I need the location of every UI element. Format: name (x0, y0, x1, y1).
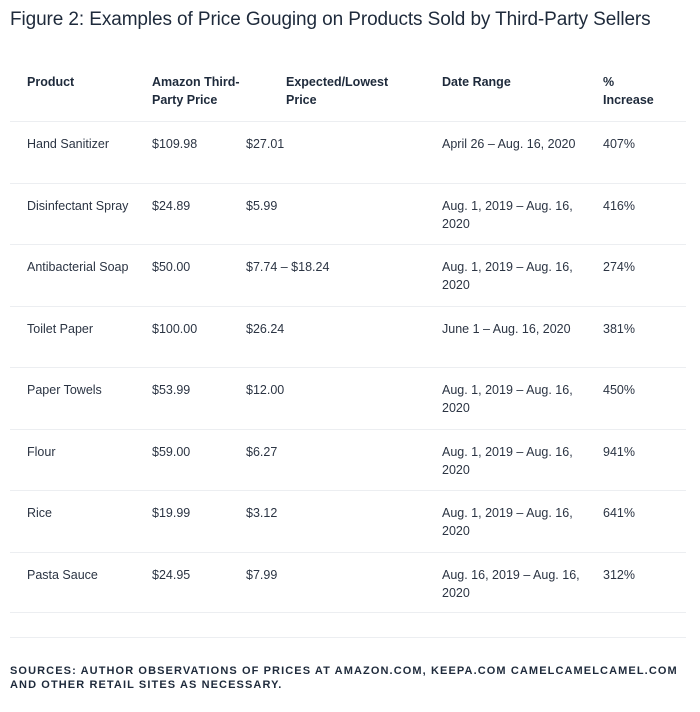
table-row: Rice $19.99 $3.12 Aug. 1, 2019 – Aug. 16… (10, 490, 686, 552)
cell-percent-increase: 381% (603, 321, 635, 336)
cell-date-range: Aug. 1, 2019 – Aug. 16, 2020 (442, 444, 573, 477)
cell-expected-price: $12.00 (246, 383, 285, 397)
cell-amazon-price: $53.99 (152, 383, 191, 397)
table-row: Pasta Sauce $24.95 $7.99 Aug. 16, 2019 –… (10, 551, 686, 614)
table-row: Disinfectant Spray $24.89 $5.99 Aug. 1, … (10, 182, 686, 245)
cell-product: Pasta Sauce (27, 567, 98, 582)
table-row: Hand Sanitizer $109.98 $27.01 April 26 –… (10, 121, 686, 183)
footer-divider (10, 637, 686, 638)
table-row: Antibacterial Soap $50.00 $7.74 – $18.24… (10, 244, 686, 306)
cell-percent-increase: 312% (603, 567, 635, 582)
header-product: Product (27, 75, 75, 89)
cell-product: Flour (27, 444, 56, 459)
table-row: Toilet Paper $100.00 $26.24 June 1 – Aug… (10, 305, 686, 368)
table-bottom-divider (10, 612, 686, 613)
cell-product: Antibacterial Soap (27, 260, 129, 274)
table-header: Product Amazon Third-Party Price Expecte… (10, 61, 686, 121)
cell-expected-price: $3.12 (246, 506, 278, 520)
cell-product: Disinfectant Spray (27, 198, 129, 213)
cell-amazon-price: $59.00 (152, 444, 191, 459)
cell-expected-price: $27.01 (246, 137, 285, 151)
cell-expected-price: $7.74 – $18.24 (246, 260, 330, 274)
cell-percent-increase: 941% (603, 444, 635, 459)
figure-title: Figure 2: Examples of Price Gouging on P… (10, 9, 651, 30)
cell-product: Hand Sanitizer (27, 137, 109, 151)
sources-note: SOURCES: AUTHOR OBSERVATIONS OF PRICES A… (10, 665, 678, 691)
cell-date-range: Aug. 1, 2019 – Aug. 16, 2020 (442, 260, 573, 292)
cell-product: Rice (27, 506, 53, 520)
header-amazon-price: Amazon Third-Party Price (152, 75, 240, 107)
cell-amazon-price: $50.00 (152, 260, 191, 274)
cell-percent-increase: 274% (603, 260, 635, 274)
cell-percent-increase: 407% (603, 137, 635, 151)
table-row: Flour $59.00 $6.27 Aug. 1, 2019 – Aug. 1… (10, 428, 686, 491)
table-row: Paper Towels $53.99 $12.00 Aug. 1, 2019 … (10, 367, 686, 429)
header-percent-increase: % Increase (603, 75, 654, 107)
cell-amazon-price: $109.98 (152, 137, 198, 151)
cell-date-range: Aug. 16, 2019 – Aug. 16, 2020 (442, 567, 580, 600)
cell-amazon-price: $19.99 (152, 506, 191, 520)
cell-amazon-price: $100.00 (152, 321, 198, 336)
cell-date-range: Aug. 1, 2019 – Aug. 16, 2020 (442, 383, 573, 415)
header-expected-price: Expected/Lowest Price (286, 75, 389, 107)
cell-date-range: June 1 – Aug. 16, 2020 (442, 321, 571, 336)
cell-product: Paper Towels (27, 383, 102, 397)
cell-date-range: Aug. 1, 2019 – Aug. 16, 2020 (442, 198, 573, 231)
cell-amazon-price: $24.89 (152, 198, 191, 213)
cell-amazon-price: $24.95 (152, 567, 191, 582)
cell-percent-increase: 450% (603, 383, 635, 397)
cell-expected-price: $26.24 (246, 321, 285, 336)
cell-expected-price: $6.27 (246, 444, 278, 459)
cell-product: Toilet Paper (27, 321, 94, 336)
cell-percent-increase: 416% (603, 198, 635, 213)
cell-percent-increase: 641% (603, 506, 635, 520)
cell-date-range: Aug. 1, 2019 – Aug. 16, 2020 (442, 506, 573, 538)
cell-date-range: April 26 – Aug. 16, 2020 (442, 137, 576, 151)
header-date-range: Date Range (442, 75, 511, 89)
cell-expected-price: $5.99 (246, 198, 278, 213)
cell-expected-price: $7.99 (246, 567, 278, 582)
